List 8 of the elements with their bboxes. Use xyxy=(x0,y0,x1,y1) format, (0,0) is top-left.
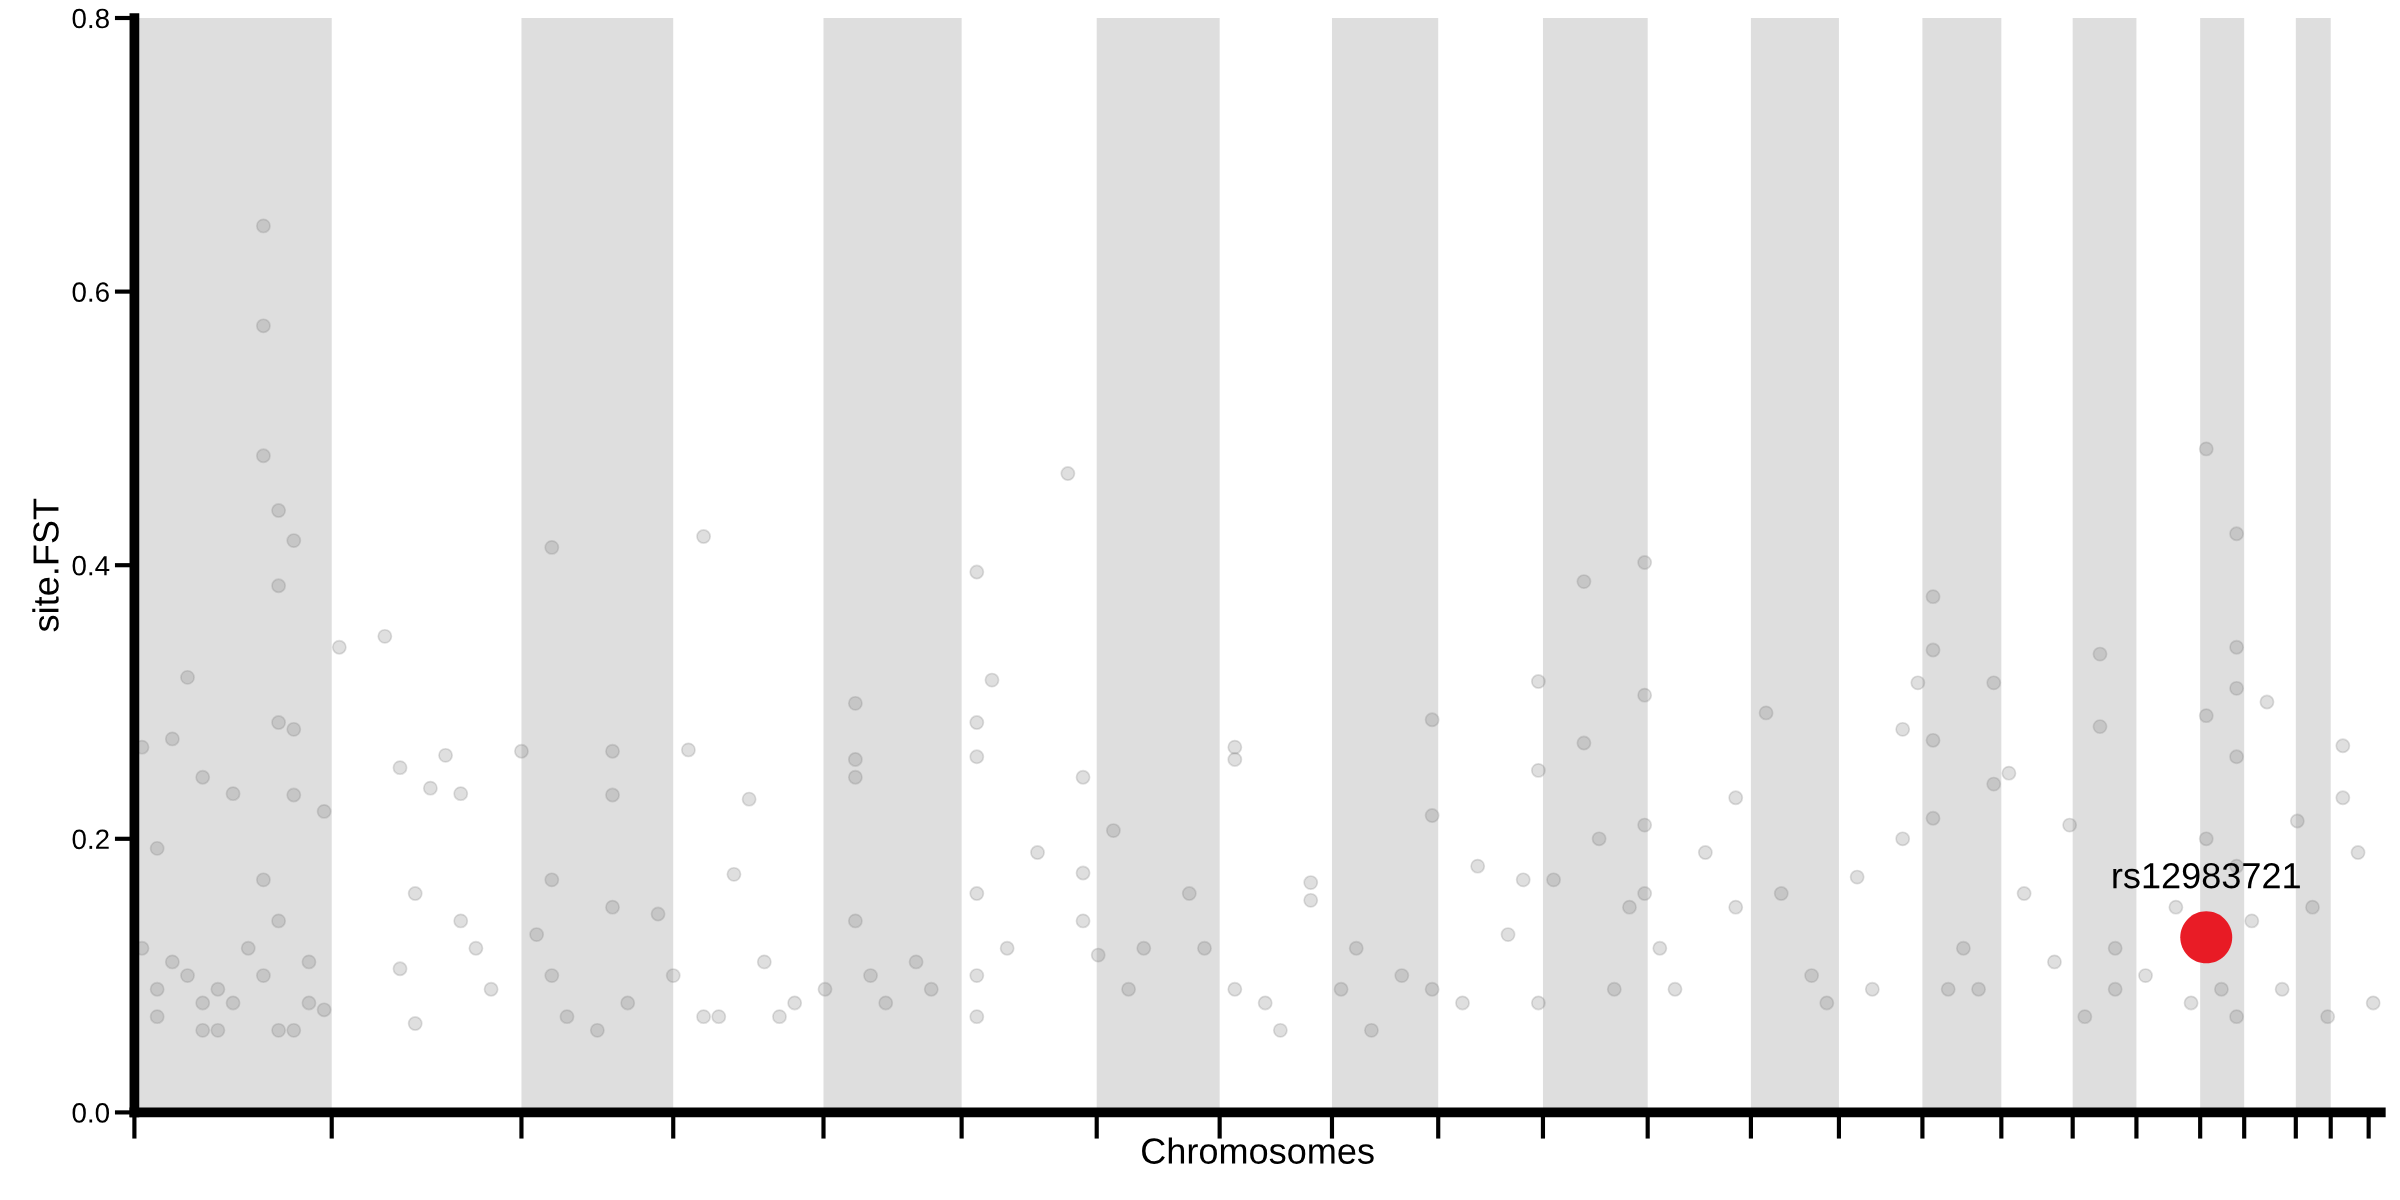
y-tick-label: 0.6 xyxy=(72,282,109,302)
y-tick-label: 0.2 xyxy=(72,829,109,850)
y-tick-label: 0.4 xyxy=(72,555,110,576)
y-axis-title: site.FST xyxy=(32,498,59,632)
x-axis-title: Chromosomes xyxy=(1142,1137,1374,1164)
annotation: rs12983721 xyxy=(2113,862,2300,889)
y-tick-label: 0.0 xyxy=(72,1103,110,1123)
y-tick-label: 0.8 xyxy=(72,8,109,29)
